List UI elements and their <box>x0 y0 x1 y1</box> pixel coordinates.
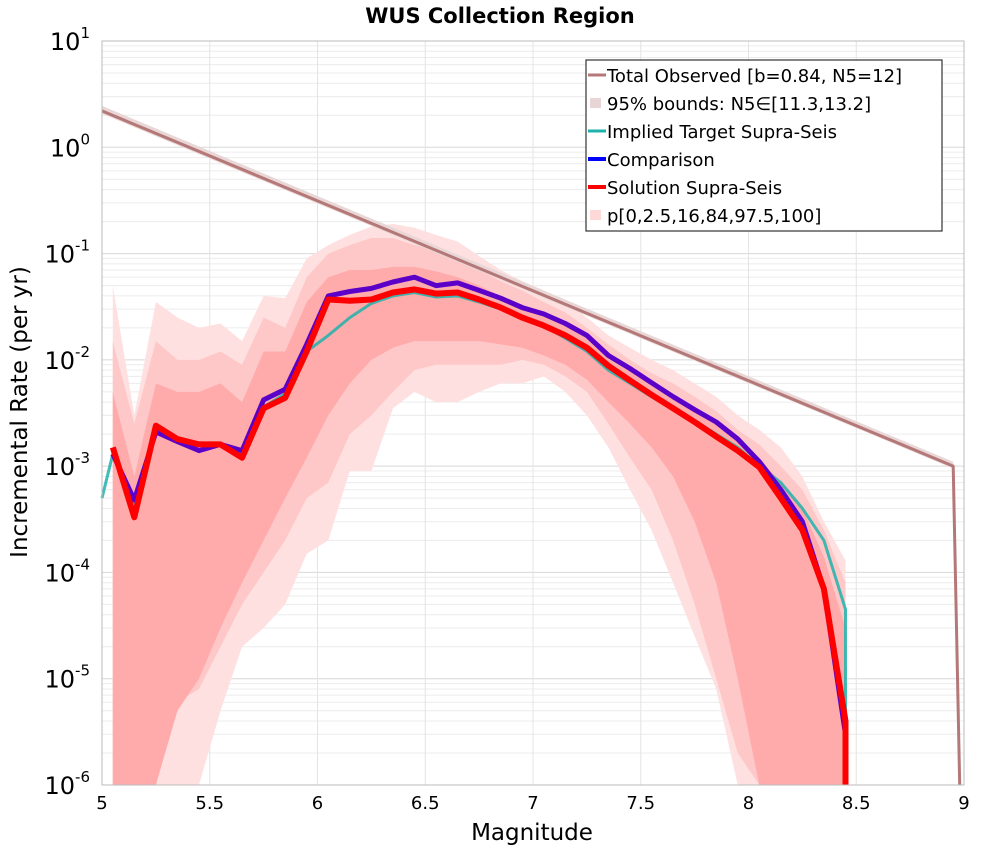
legend-swatch <box>590 98 601 108</box>
x-tick-label: 5 <box>96 793 107 814</box>
legend: Total Observed [b=0.84, N5=12] 95% bounds… <box>585 59 943 232</box>
legend-swatch <box>590 210 601 220</box>
legend-label: Implied Target Supra-Seis <box>607 122 837 143</box>
plot-frame <box>101 40 965 786</box>
y-tick-label: 10-4 <box>44 555 90 587</box>
legend-box <box>585 59 943 232</box>
series-comparison <box>110 274 848 785</box>
x-tick-label: 8.5 <box>842 793 871 814</box>
series-lines <box>100 109 962 786</box>
x-tick-labels: 5 5.5 6 6.5 7 7.5 8 8.5 9 <box>96 793 969 814</box>
legend-label: p[0,2.5,16,84,97.5,100] <box>607 206 821 227</box>
y-tick-label: 10-3 <box>44 449 90 481</box>
x-tick-label: 7 <box>527 793 538 814</box>
legend-label: 95% bounds: N5∈[11.3,13.2] <box>607 94 871 115</box>
band-p16-p84 <box>112 266 846 786</box>
x-axis-label: Magnitude <box>471 820 593 846</box>
y-tick-label: 100 <box>50 130 90 162</box>
y-axis-label: Incremental Rate (per yr) <box>7 266 33 558</box>
chart-title: WUS Collection Region <box>365 4 635 28</box>
y-tick-labels: 101 100 10-1 10-2 10-3 10-4 10-5 10-6 <box>44 24 90 800</box>
x-tick-label: 8 <box>743 793 754 814</box>
x-tick-label: 6 <box>312 793 323 814</box>
y-tick-label: 10-2 <box>44 343 90 375</box>
legend-label: Solution Supra-Seis <box>607 178 782 199</box>
series-solution <box>109 286 849 785</box>
x-tick-label: 6.5 <box>411 793 440 814</box>
series-total-observed <box>101 109 962 786</box>
x-tick-label: 7.5 <box>626 793 655 814</box>
legend-label: Total Observed [b=0.84, N5=12] <box>606 66 902 87</box>
y-tick-label: 10-6 <box>44 768 90 800</box>
y-tick-label: 101 <box>50 24 90 56</box>
y-tick-label: 10-1 <box>44 237 90 269</box>
x-tick-label: 5.5 <box>195 793 224 814</box>
x-tick-label: 9 <box>958 793 969 814</box>
legend-label: Comparison <box>607 150 715 171</box>
y-tick-label: 10-5 <box>44 662 90 694</box>
